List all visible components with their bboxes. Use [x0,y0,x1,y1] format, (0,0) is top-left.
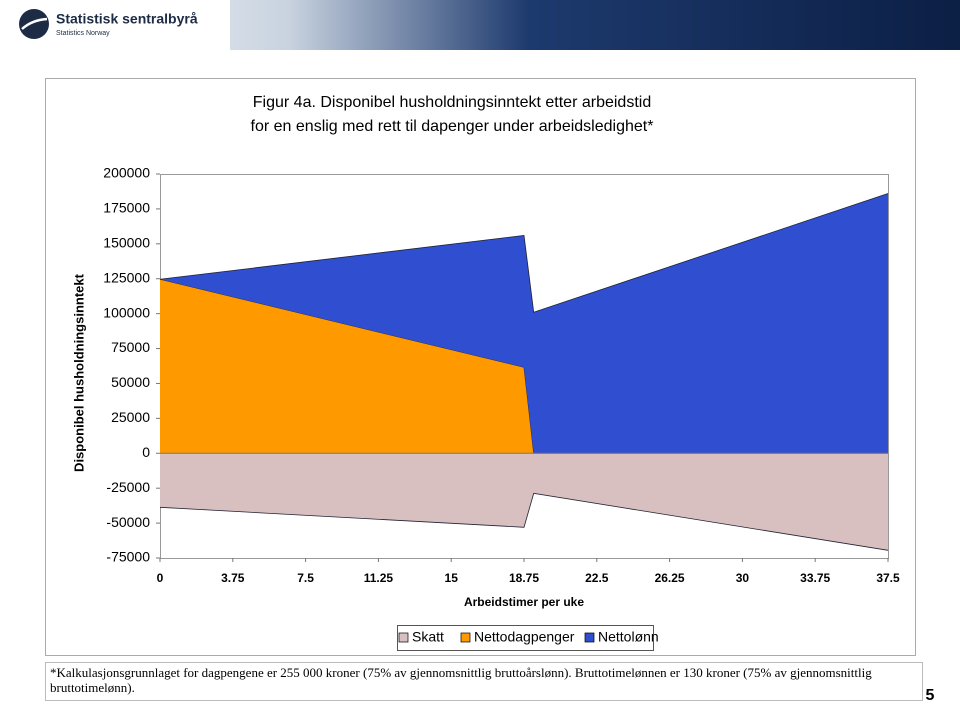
x-tick-label: 15 [445,571,459,585]
y-tick-label: -25000 [106,479,150,495]
footnote: *Kalkulasjonsgrunnlaget for dagpengene e… [50,665,872,695]
logo [19,9,49,39]
y-tick-label: 200000 [103,165,150,181]
y-tick-label: 50000 [111,374,150,390]
area-edge [159,193,889,313]
y-tick-label: 0 [142,444,150,460]
y-tick-label: 100000 [103,304,150,320]
legend-label: Nettolønn [598,629,659,645]
footnote-wrap: *Kalkulasjonsgrunnlaget for dagpengene e… [50,665,872,695]
x-tick-label: 18.75 [509,571,539,585]
page-number: 5 [926,687,935,704]
x-tick-label: 30 [736,571,750,585]
legend-label: Skatt [412,629,444,645]
legend-swatch [584,632,595,643]
y-tick-label: 75000 [111,339,150,355]
x-tick-label: 3.75 [221,571,245,585]
footnote-box [45,662,923,701]
area [160,453,888,551]
y-tick-label: 25000 [111,409,150,425]
x-tick-label: 11.25 [364,571,394,585]
y-tick-label: 150000 [103,235,150,251]
x-tick-label: 37.5 [876,571,900,585]
y-tick-label: -75000 [106,549,150,565]
chart-title: Figur 4a. Disponibel husholdningsinntekt… [253,94,651,111]
x-tick-label: 0 [157,571,164,585]
y-tick-label: -50000 [106,514,150,530]
area [160,279,888,454]
area-edge [159,492,889,551]
y-tick-label: 175000 [103,200,150,216]
legend-label: Nettodagpenger [474,629,575,645]
area [160,193,888,454]
legend [397,625,654,651]
legend-swatch [398,632,409,643]
org-name-en: Statistics Norway [56,30,110,37]
x-axis-label: Arbeidstimer per uke [464,595,584,609]
logo-swoosh [21,17,48,30]
x-tick-label: 22.5 [585,571,609,585]
chart-title: for en enslig med rett til dapenger unde… [251,118,654,135]
y-axis-label: Disponibel husholdningsinntekt [71,273,86,472]
x-tick-label: 7.5 [297,571,314,585]
legend-swatch [460,632,471,643]
x-tick-label: 26.25 [655,571,685,585]
y-tick-label: 125000 [103,269,150,285]
x-tick-label: 33.75 [800,571,830,585]
org-name: Statistisk sentralbyrå [56,11,198,27]
